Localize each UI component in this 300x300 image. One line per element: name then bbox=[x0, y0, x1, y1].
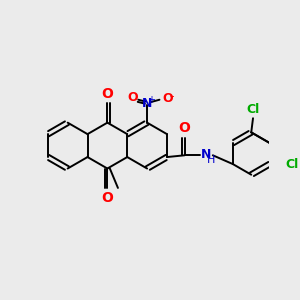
Text: +: + bbox=[148, 95, 155, 105]
Text: O: O bbox=[179, 121, 190, 135]
Text: Cl: Cl bbox=[286, 158, 299, 171]
Text: Cl: Cl bbox=[246, 103, 260, 116]
Text: H: H bbox=[207, 155, 215, 165]
Text: O: O bbox=[162, 92, 173, 105]
Text: O: O bbox=[101, 190, 113, 205]
Text: N: N bbox=[142, 97, 152, 110]
Text: O: O bbox=[101, 87, 113, 100]
Text: -: - bbox=[169, 90, 174, 103]
Text: O: O bbox=[128, 91, 138, 103]
Text: N: N bbox=[201, 148, 212, 161]
